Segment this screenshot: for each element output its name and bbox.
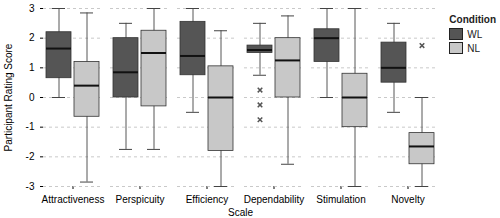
svg-text:2: 2 (29, 32, 35, 43)
svg-text:Scale: Scale (228, 207, 253, 218)
svg-text:Stimulation: Stimulation (316, 194, 365, 205)
svg-text:Participant Rating Score: Participant Rating Score (3, 43, 14, 151)
html-text:Condition: Condition (449, 14, 496, 25)
svg-text:Dependability: Dependability (244, 194, 305, 205)
svg-text:-1: -1 (26, 121, 35, 132)
html-text:NL: NL (467, 42, 481, 54)
svg-text:0: 0 (29, 92, 35, 103)
svg-text:Novelty: Novelty (391, 194, 424, 205)
svg-text:1: 1 (29, 62, 35, 73)
html-text:WL: WL (467, 28, 483, 40)
svg-text:3: 3 (29, 3, 35, 14)
svg-text:-3: -3 (26, 181, 35, 192)
svg-text:Perspicuity: Perspicuity (116, 194, 165, 205)
svg-text:-2: -2 (26, 151, 35, 162)
svg-text:Efficiency: Efficiency (186, 194, 229, 205)
svg-text:Attractiveness: Attractiveness (42, 194, 105, 205)
